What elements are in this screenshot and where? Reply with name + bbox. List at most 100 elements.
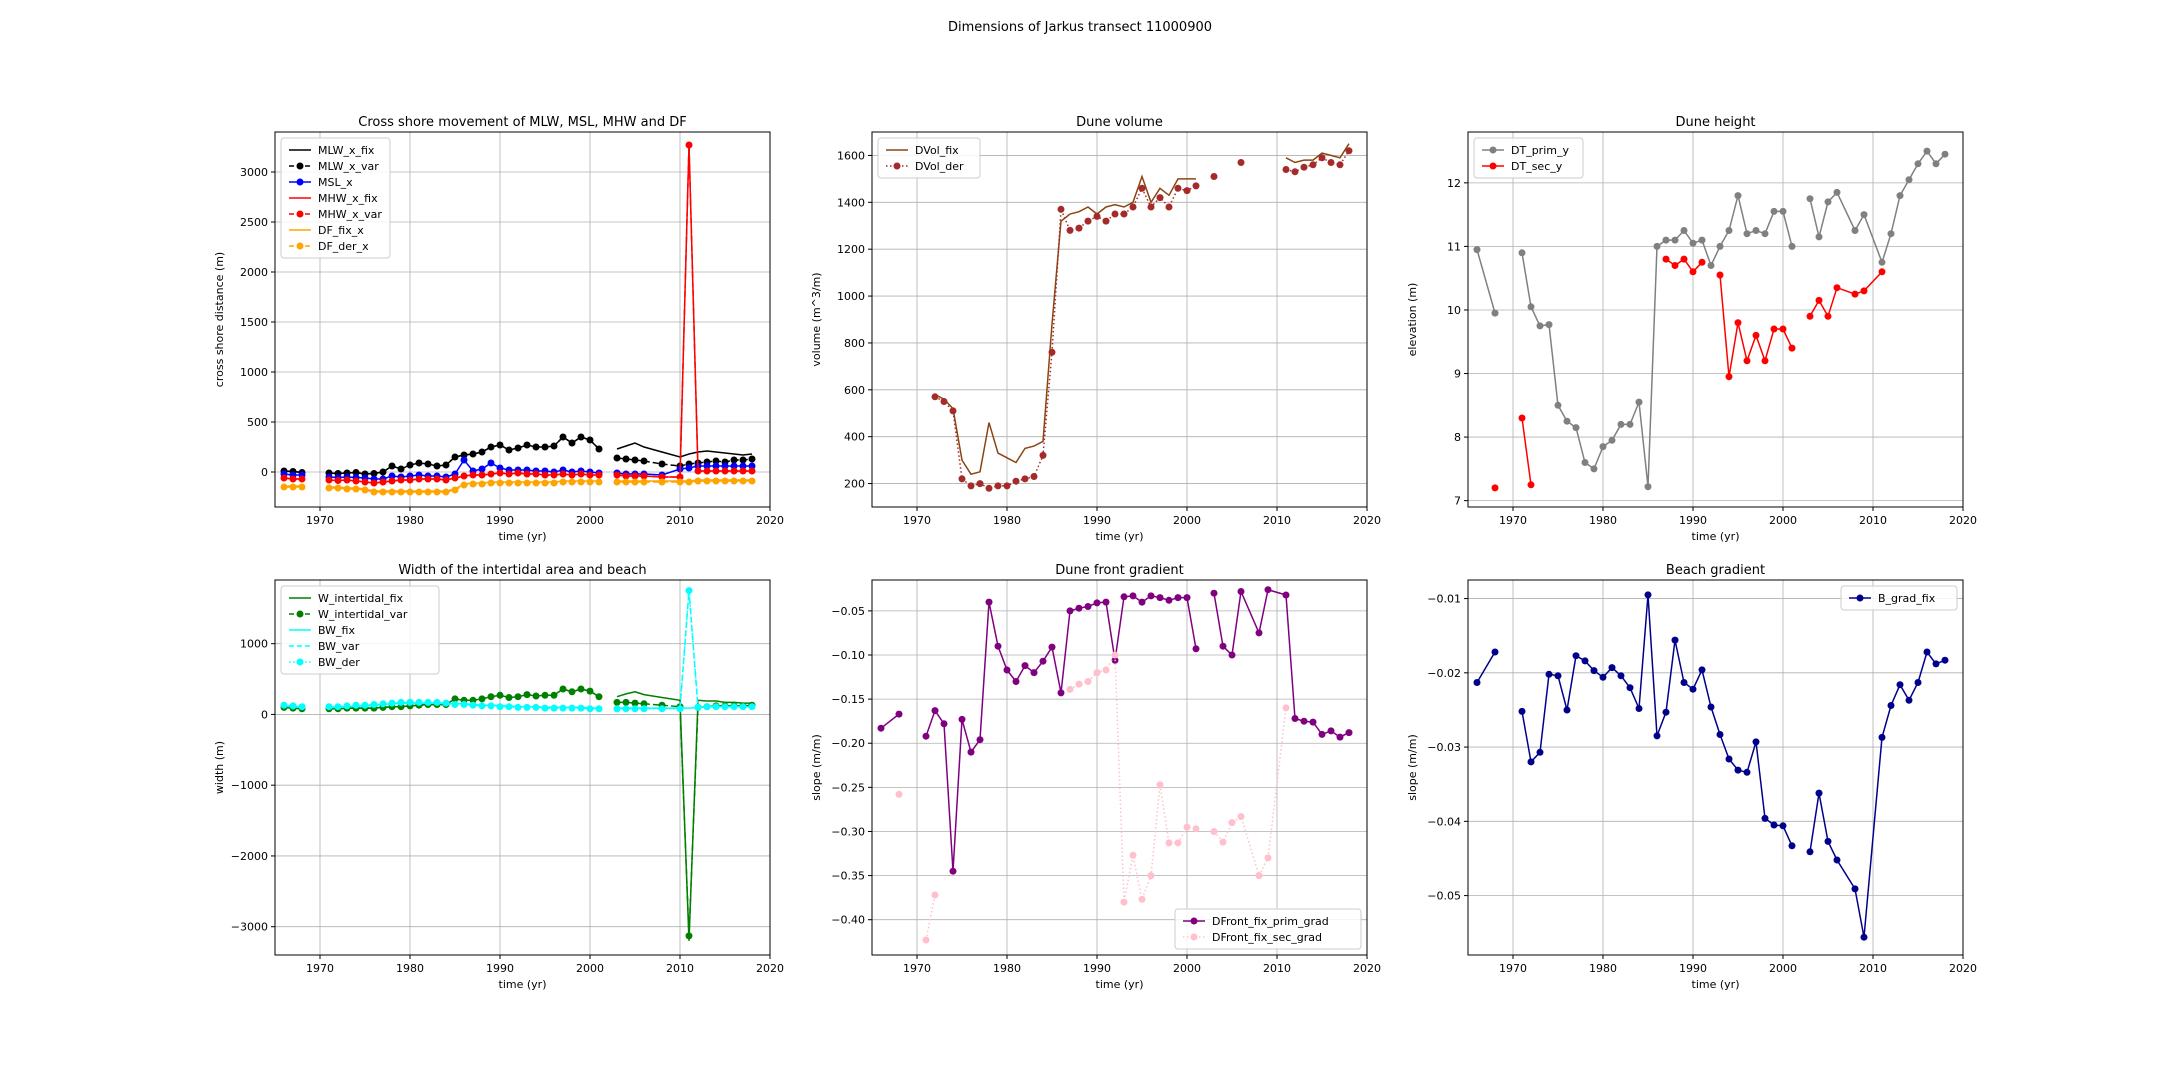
data-point (622, 472, 630, 480)
data-point (370, 470, 378, 477)
data-point (949, 867, 957, 875)
data-point (1734, 319, 1742, 327)
data-point (559, 704, 567, 712)
x-tick-label: 2000 (1769, 962, 1797, 975)
data-point (1084, 603, 1092, 610)
y-tick-label: −0.15 (831, 693, 865, 706)
data-point (1815, 296, 1823, 304)
data-point (1716, 242, 1724, 250)
data-point (433, 488, 441, 496)
subplot-title: Width of the intertidal area and beach (398, 563, 646, 578)
data-point (514, 469, 522, 477)
data-point (1752, 331, 1760, 339)
legend-label: W_intertidal_fix (318, 592, 404, 605)
data-point (1237, 813, 1245, 820)
plot-area (1473, 147, 1949, 492)
data-point (559, 433, 567, 441)
x-tick-label: 2020 (1949, 514, 1977, 527)
data-point (1590, 465, 1598, 473)
data-point (1300, 163, 1308, 171)
data-point (1210, 173, 1218, 180)
data-point (1336, 733, 1344, 741)
data-point (379, 488, 387, 496)
x-tick-label: 1990 (486, 514, 514, 527)
data-point (1039, 657, 1047, 665)
data-point (1554, 672, 1562, 680)
data-point (550, 691, 558, 699)
data-point (586, 705, 594, 713)
data-point (676, 473, 684, 481)
data-point (931, 891, 939, 899)
data-point (1264, 854, 1272, 862)
data-point (505, 694, 513, 701)
y-tick-label: 1400 (837, 196, 865, 209)
data-point (685, 464, 693, 472)
legend-label: DT_prim_y (1511, 144, 1569, 157)
legend-marker (296, 658, 304, 666)
data-point (1698, 666, 1706, 674)
data-point (1716, 731, 1724, 738)
data-point (334, 477, 342, 484)
data-point (496, 441, 504, 449)
data-point (676, 705, 684, 713)
x-tick-label: 1970 (903, 962, 931, 975)
data-point (1680, 227, 1688, 234)
data-point (1545, 321, 1553, 329)
y-tick-label: 800 (844, 337, 865, 350)
data-point (1743, 230, 1751, 238)
x-tick-label: 1990 (486, 962, 514, 975)
data-point (1075, 680, 1083, 688)
data-point (1833, 284, 1841, 292)
data-point (703, 462, 711, 470)
data-point (712, 462, 720, 470)
data-point (505, 479, 513, 487)
legend-label: MHW_x_fix (318, 192, 378, 205)
data-point (478, 471, 486, 479)
data-point (298, 483, 306, 491)
data-point (640, 472, 648, 480)
data-point (640, 478, 648, 486)
axes-frame (1467, 579, 1964, 956)
data-point (994, 642, 1002, 650)
data-point (1725, 755, 1733, 763)
legend-box (280, 137, 391, 259)
data-point (343, 702, 351, 710)
data-point (985, 484, 993, 492)
data-point (1111, 651, 1119, 659)
data-point (586, 687, 594, 695)
data-point (415, 459, 423, 467)
x-axis-label: time (yr) (499, 530, 547, 543)
y-tick-label: −0.01 (1427, 593, 1461, 606)
data-point (1671, 236, 1679, 244)
legend-label: DF_der_x (318, 240, 369, 253)
data-point (1752, 227, 1760, 234)
grid (1468, 132, 1964, 507)
legend: MLW_x_fix MLW_x_var MSL_x MHW_x_fix MHW_x_va… (280, 137, 391, 259)
y-tick-label: −1000 (231, 779, 268, 792)
data-point (1608, 436, 1616, 444)
data-point (940, 720, 948, 728)
data-point (1147, 203, 1155, 211)
data-point (1644, 483, 1652, 491)
data-point (1887, 230, 1895, 238)
data-point (1518, 414, 1526, 422)
x-tick-label: 2020 (1353, 962, 1381, 975)
data-point (451, 474, 459, 482)
y-tick-label: 1500 (240, 316, 268, 329)
data-point (1779, 325, 1787, 333)
data-point (352, 477, 360, 485)
data-point (541, 704, 549, 712)
legend-label: B_grad_fix (1878, 592, 1936, 605)
data-point (1192, 825, 1200, 833)
data-point (478, 448, 486, 456)
subplot-title: Cross shore movement of MLW, MSL, MHW an… (358, 115, 686, 130)
plot-area (280, 141, 756, 496)
data-point (469, 701, 477, 709)
series-DF_der_x (280, 477, 756, 496)
data-point (487, 702, 495, 710)
data-point (433, 462, 441, 470)
data-point (967, 482, 975, 490)
data-point (1084, 217, 1092, 225)
data-point (1905, 696, 1913, 704)
data-point (640, 705, 648, 713)
